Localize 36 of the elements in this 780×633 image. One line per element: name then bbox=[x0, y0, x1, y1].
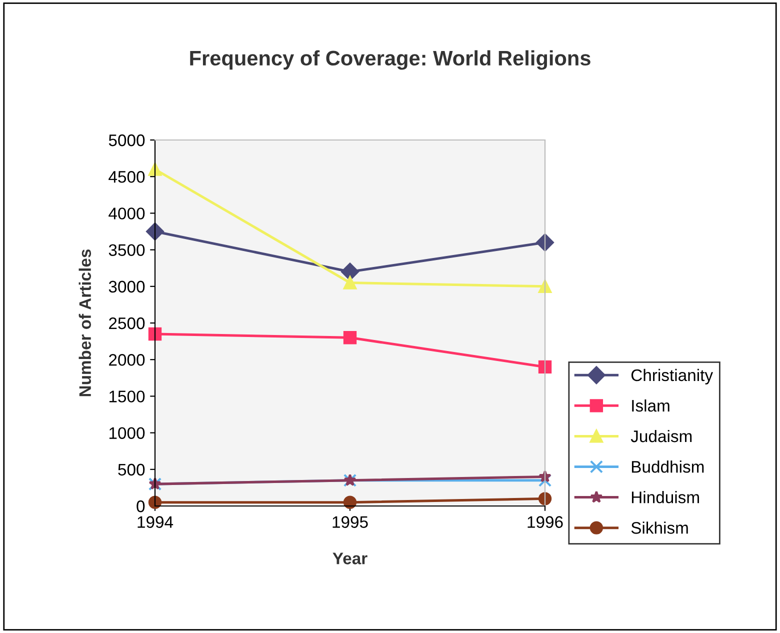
point bbox=[538, 474, 552, 487]
legend-label: Christianity bbox=[631, 368, 713, 384]
y-tick-label: 2500 bbox=[109, 317, 145, 330]
point bbox=[148, 162, 162, 176]
point bbox=[538, 360, 552, 374]
y-tick-label: 1500 bbox=[109, 390, 145, 402]
x-tick-label: 1996 bbox=[528, 516, 563, 528]
y-tick-label: 3000 bbox=[108, 280, 145, 293]
point bbox=[343, 331, 357, 344]
legend-label: Sikhism bbox=[631, 522, 688, 534]
legend-label: Buddhism bbox=[632, 460, 704, 473]
point bbox=[146, 222, 164, 240]
y-axis-title: Number of Articles bbox=[78, 249, 92, 396]
y-tick-label: 2000 bbox=[109, 354, 145, 366]
point bbox=[341, 262, 359, 281]
chart-title: Frequency of Coverage: World Religions bbox=[190, 50, 590, 70]
y-tick-label: 4500 bbox=[108, 171, 145, 183]
legend-label: Islam bbox=[632, 399, 670, 412]
x-axis-title: Year bbox=[332, 552, 368, 564]
point bbox=[148, 496, 162, 509]
point bbox=[148, 327, 162, 341]
point bbox=[343, 496, 357, 509]
x-tick-label: 1995 bbox=[332, 516, 368, 528]
legend-label: Judaism bbox=[630, 430, 692, 442]
y-tick-label: 5000 bbox=[108, 134, 145, 146]
y-tick-label: 0 bbox=[136, 500, 145, 512]
x-tick-label: 1994 bbox=[138, 516, 174, 528]
y-tick-label: 500 bbox=[118, 464, 145, 476]
point bbox=[343, 276, 357, 290]
y-tick-label: 1000 bbox=[109, 427, 145, 440]
point bbox=[536, 234, 554, 252]
y-tick-label: 3500 bbox=[108, 244, 145, 256]
point bbox=[538, 280, 552, 293]
point bbox=[538, 492, 552, 506]
y-tick-label: 4000 bbox=[108, 208, 145, 220]
legend-label: Hinduism bbox=[632, 491, 699, 504]
